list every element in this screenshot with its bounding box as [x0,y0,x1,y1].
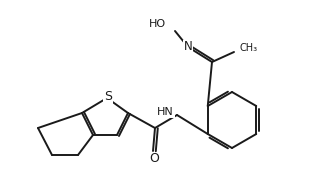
Text: CH₃: CH₃ [239,43,257,53]
Text: HN: HN [157,107,174,117]
Text: HO: HO [148,19,166,29]
Text: N: N [184,40,193,53]
Text: O: O [149,152,159,164]
Text: S: S [104,91,112,104]
